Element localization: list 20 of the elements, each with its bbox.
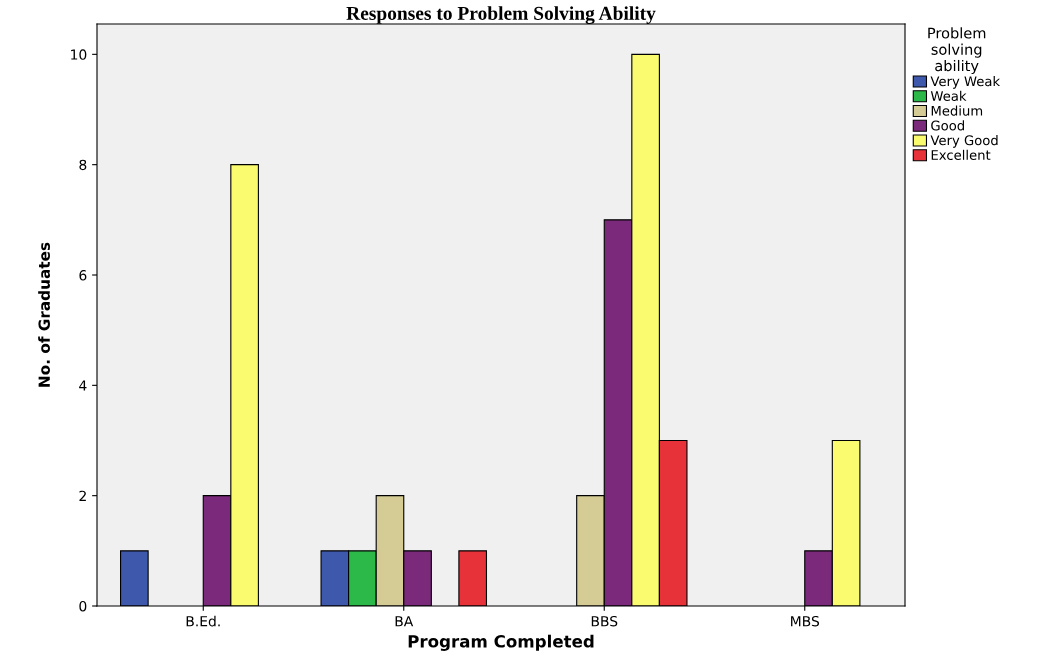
x-tick-label: BA	[395, 616, 414, 627]
x-tick-label: MBS	[791, 615, 820, 627]
legend-label: Excellent	[931, 149, 991, 160]
legend-title: Problem solving ability	[928, 27, 986, 75]
legend-label: Weak	[930, 90, 967, 101]
x-tick-label: BBS	[591, 615, 618, 627]
y-tick-label: 0	[79, 600, 87, 612]
y-tick-label: 6	[79, 269, 87, 281]
legend-label: Good	[931, 120, 964, 131]
legend-label: Very Weak	[930, 76, 1001, 89]
y-tick-label: 10	[71, 49, 87, 60]
legend-label: Very Good	[930, 135, 998, 148]
legend-label: Medium	[931, 105, 983, 116]
y-tick-label: 2	[79, 490, 86, 501]
y-tick-label: 8	[79, 159, 87, 171]
y-tick-label: 4	[79, 380, 87, 391]
y-axis-title: No. of Graduates	[38, 242, 50, 387]
chart-title: Responses to Problem Solving Ability	[346, 6, 656, 24]
x-axis-title: Program Completed	[408, 634, 594, 651]
x-tick-label: B.Ed.	[186, 615, 220, 627]
